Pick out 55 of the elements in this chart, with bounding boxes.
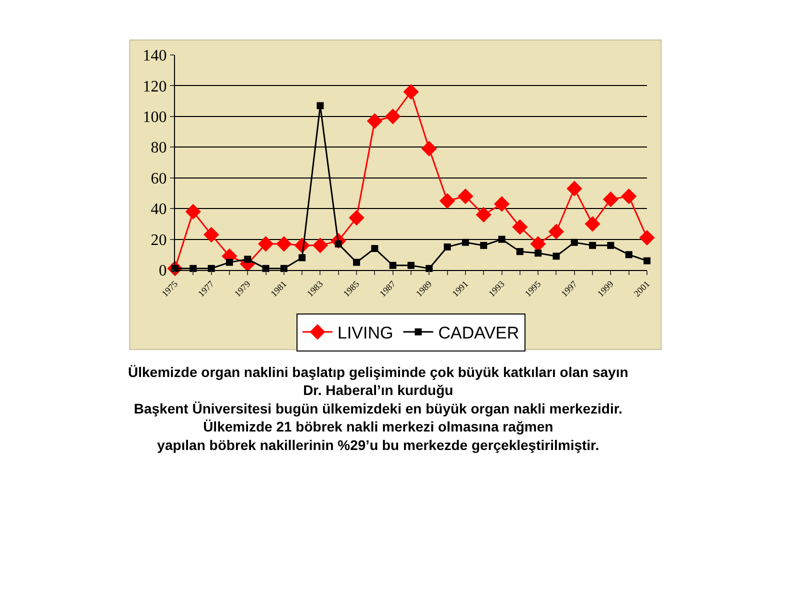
point: [644, 257, 650, 264]
point: [389, 262, 396, 269]
point: [602, 192, 618, 208]
y-tick-label: 80: [150, 140, 167, 157]
point: [366, 113, 382, 129]
point: [226, 258, 233, 266]
point: [516, 248, 524, 256]
point: [476, 206, 492, 223]
point: [403, 84, 419, 100]
point: [512, 219, 528, 235]
point: [385, 108, 401, 124]
point: [316, 102, 324, 110]
point: [589, 242, 596, 249]
point: [421, 140, 437, 156]
y-tick-label: 120: [142, 78, 167, 96]
point: [621, 188, 637, 204]
point: [348, 210, 364, 226]
point: [204, 226, 220, 242]
point: [440, 193, 456, 209]
point: [462, 238, 469, 246]
point: [494, 196, 510, 212]
y-tick-label: 20: [150, 232, 167, 249]
point: [607, 242, 614, 249]
point: [353, 258, 360, 266]
point: [258, 236, 274, 252]
point: [458, 188, 474, 204]
point: [584, 216, 600, 232]
point: [408, 262, 414, 269]
y-tick-label: 140: [142, 48, 167, 65]
x-tick-label: 1981: [268, 278, 289, 299]
y-tick-label: 40: [150, 201, 167, 218]
point: [566, 180, 582, 196]
point: [298, 254, 306, 262]
point: [534, 250, 542, 257]
point: [371, 245, 378, 252]
y-tick-label: 100: [142, 109, 167, 126]
legend-label: LIVING: [338, 324, 394, 343]
legend-label: CADAVER: [438, 324, 520, 343]
point: [444, 243, 451, 250]
point: [185, 204, 201, 220]
x-tick-label: 1991: [450, 278, 470, 299]
point: [244, 256, 252, 263]
point: [312, 238, 328, 254]
point: [570, 238, 578, 246]
point: [639, 230, 655, 246]
point: [552, 252, 560, 260]
point: [625, 251, 632, 258]
y-tick-label: 60: [150, 170, 167, 188]
point: [548, 224, 564, 240]
point: [276, 236, 292, 252]
point: [498, 236, 506, 243]
y-tick-label: 0: [158, 262, 167, 280]
point: [530, 236, 546, 252]
point: [480, 242, 488, 249]
text: Ülkemizde organ naklini başlatıp gelişiminde çok büyük katkıları olan sayın Dr. Haberal’ın kurduğu Başkent Üniversitesi bugün ülkemizdeki en büyük organ nakli merkezidir. Ülkemizde 21 böbrek nakli merkezi olmasına rağmen yapılan böbrek nakillerinin %29’u bu merkezde gerçekleştirilmiştir.: [128, 364, 628, 453]
